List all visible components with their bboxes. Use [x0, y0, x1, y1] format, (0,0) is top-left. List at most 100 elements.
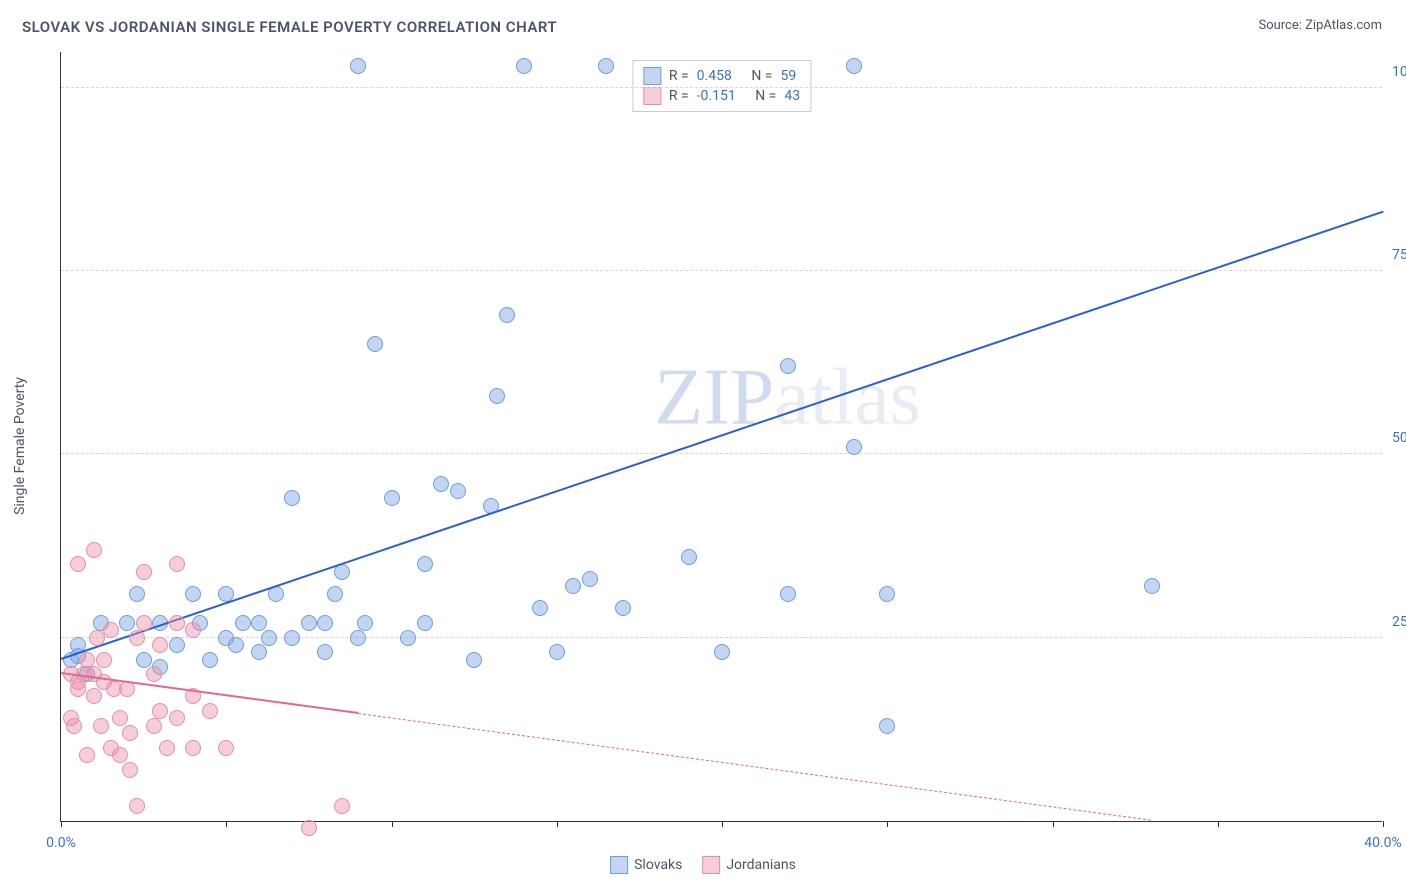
data-point — [86, 688, 102, 704]
data-point — [146, 718, 162, 734]
legend-label: Slovaks — [634, 857, 682, 873]
data-point — [122, 762, 138, 778]
x-tick — [1383, 821, 1384, 827]
chart-title: SLOVAK VS JORDANIAN SINGLE FEMALE POVERT… — [22, 18, 557, 36]
data-point — [169, 556, 185, 572]
data-point — [251, 644, 267, 660]
data-point — [549, 644, 565, 660]
data-point — [565, 578, 581, 594]
data-point — [846, 58, 862, 74]
x-tick-label: 40.0% — [1364, 835, 1402, 851]
y-tick-label: 75.0% — [1392, 247, 1406, 263]
legend-row-jordanians: R = -0.151 N = 43 — [643, 87, 800, 105]
y-tick-label: 50.0% — [1392, 430, 1406, 446]
x-tick — [722, 821, 723, 827]
data-point — [261, 630, 277, 646]
data-point — [350, 58, 366, 74]
data-point — [615, 600, 631, 616]
n-value-0: 59 — [780, 68, 796, 84]
data-point — [96, 652, 112, 668]
legend-series: Slovaks Jordanians — [610, 856, 796, 874]
data-point — [129, 630, 145, 646]
data-point — [103, 622, 119, 638]
data-point — [93, 718, 109, 734]
data-point — [879, 586, 895, 602]
trend-line — [358, 713, 1151, 821]
data-point — [70, 556, 86, 572]
x-tick — [61, 821, 62, 827]
data-point — [218, 740, 234, 756]
x-tick — [887, 821, 888, 827]
data-point — [433, 476, 449, 492]
data-point — [780, 586, 796, 602]
data-point — [86, 542, 102, 558]
source-value: ZipAtlas.com — [1305, 18, 1382, 33]
data-point — [202, 652, 218, 668]
watermark-atlas: atlas — [774, 354, 921, 442]
gridline — [61, 453, 1382, 454]
data-point — [169, 637, 185, 653]
data-point — [681, 549, 697, 565]
data-point — [169, 710, 185, 726]
data-point — [367, 336, 383, 352]
n-label-1: N = — [755, 88, 776, 104]
data-point — [228, 637, 244, 653]
data-point — [598, 58, 614, 74]
data-point — [1144, 578, 1160, 594]
data-point — [499, 307, 515, 323]
legend-item-slovaks: Slovaks — [610, 856, 682, 874]
data-point — [159, 740, 175, 756]
data-point — [112, 710, 128, 726]
data-point — [846, 439, 862, 455]
source-prefix: Source: — [1258, 18, 1305, 33]
r-label-1: R = — [669, 88, 689, 104]
data-point — [450, 483, 466, 499]
data-point — [400, 630, 416, 646]
trend-line — [61, 210, 1384, 659]
x-tick-label: 0.0% — [46, 835, 76, 851]
data-point — [417, 615, 433, 631]
data-point — [129, 586, 145, 602]
r-label-0: R = — [669, 68, 689, 84]
data-point — [152, 637, 168, 653]
data-point — [714, 644, 730, 660]
data-point — [79, 652, 95, 668]
data-point — [301, 820, 317, 836]
data-point — [317, 644, 333, 660]
data-point — [136, 615, 152, 631]
legend-swatch-icon — [702, 856, 720, 874]
data-point — [169, 615, 185, 631]
data-point — [327, 586, 343, 602]
legend-item-jordanians: Jordanians — [702, 856, 796, 874]
data-point — [582, 571, 598, 587]
data-point — [466, 652, 482, 668]
data-point — [152, 703, 168, 719]
plot-area: ZIPatlas R = 0.458 N = 59 R = -0.151 N =… — [60, 52, 1382, 822]
y-tick-label: 25.0% — [1392, 614, 1406, 630]
y-tick-label: 100.0% — [1392, 64, 1406, 80]
x-tick — [226, 821, 227, 827]
data-point — [251, 615, 267, 631]
source-label: Source: ZipAtlas.com — [1258, 18, 1382, 33]
legend-swatch-icon — [610, 856, 628, 874]
data-point — [202, 703, 218, 719]
data-point — [185, 622, 201, 638]
data-point — [489, 388, 505, 404]
x-tick — [1218, 821, 1219, 827]
data-point — [879, 718, 895, 734]
gridline — [61, 270, 1382, 271]
data-point — [301, 615, 317, 631]
data-point — [185, 740, 201, 756]
data-point — [417, 556, 433, 572]
data-point — [122, 725, 138, 741]
data-point — [112, 747, 128, 763]
legend-swatch-slovaks — [643, 67, 661, 85]
data-point — [235, 615, 251, 631]
chart-container: SLOVAK VS JORDANIAN SINGLE FEMALE POVERT… — [0, 0, 1406, 892]
n-value-1: 43 — [784, 88, 800, 104]
watermark-zip: ZIP — [654, 354, 774, 442]
data-point — [146, 666, 162, 682]
legend-row-slovaks: R = 0.458 N = 59 — [643, 67, 800, 85]
n-label-0: N = — [751, 68, 772, 84]
data-point — [516, 58, 532, 74]
